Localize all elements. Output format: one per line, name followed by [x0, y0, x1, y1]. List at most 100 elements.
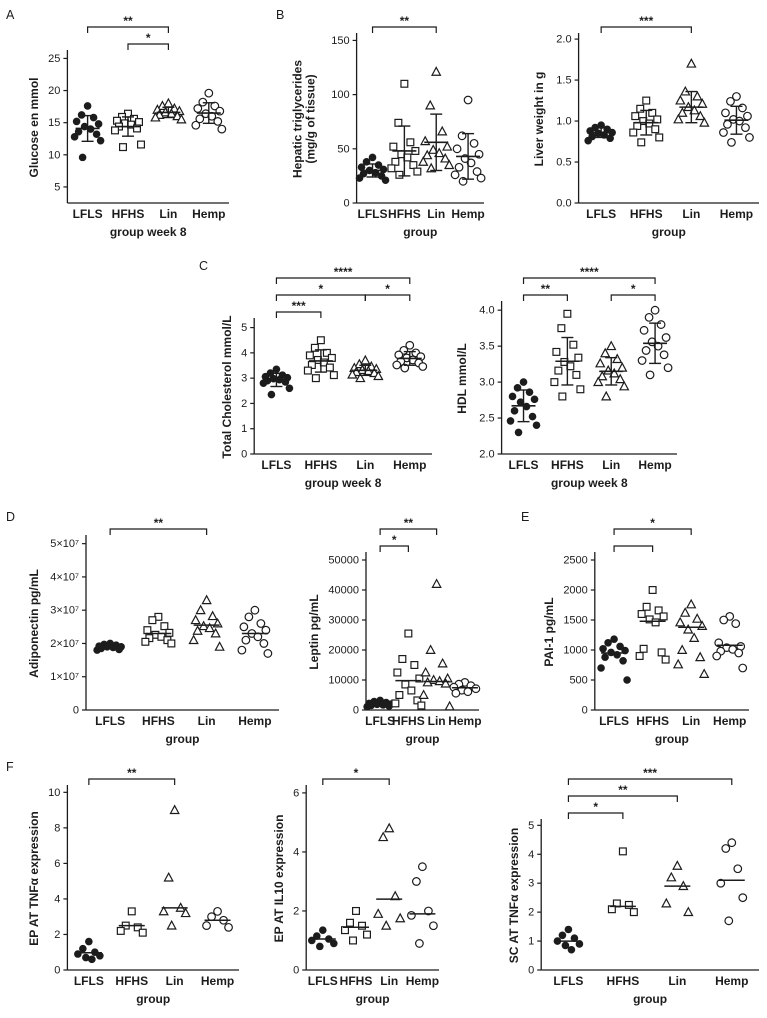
point-open-square — [554, 366, 563, 375]
svg-text:LFLS: LFLS — [74, 974, 104, 988]
point-open-square — [629, 128, 638, 137]
significance-bracket — [522, 294, 568, 301]
point-open-square — [133, 923, 142, 932]
scatter-plot-liver-weight: 0.0 0.5 1.0 1.5 2.0 Liver weight in g LFLS HFHS… — [532, 14, 759, 239]
point-filled-circle — [570, 934, 579, 942]
significance-bracket — [275, 277, 411, 284]
svg-text:HFHS: HFHS — [630, 207, 663, 221]
svg-text:3: 3 — [528, 878, 534, 890]
chart-ep-at-il10: 0 2 4 6 EP AT IL10 expression LFLS HFHS Lin Hemp… — [267, 760, 447, 1010]
point-open-square — [629, 908, 638, 917]
point-open-circle — [734, 648, 744, 658]
point-filled-circle — [564, 925, 573, 934]
svg-text:Hemp: Hemp — [406, 974, 439, 988]
svg-text:0: 0 — [241, 449, 247, 461]
point-open-triangle — [372, 908, 384, 918]
point-open-triangle — [422, 149, 433, 160]
point-open-square — [148, 616, 157, 625]
point-open-square — [642, 602, 651, 611]
point-open-square — [134, 118, 143, 127]
point-open-square — [393, 668, 402, 677]
point-open-square — [417, 701, 426, 710]
panel-D: D 0 1×10⁷ 2×10⁷ 3×10⁷ 4×10⁷ 5×10⁷ Adiponectin … — [6, 510, 487, 750]
svg-text:3×10⁷: 3×10⁷ — [50, 605, 79, 617]
point-open-circle — [224, 922, 233, 932]
svg-text:3: 3 — [241, 373, 247, 385]
point-open-circle — [653, 341, 663, 351]
chart-leptin: 0 10000 20000 30000 40000 50000 Leptin pg/mL LF… — [302, 510, 487, 750]
svg-text:Lin: Lin — [602, 458, 620, 472]
point-open-circle — [400, 363, 410, 373]
svg-text:Hemp: Hemp — [393, 458, 426, 472]
panel-label-A: A — [6, 8, 15, 22]
point-open-square — [110, 126, 119, 135]
point-open-circle — [644, 312, 654, 322]
figure-row-2: C 0 1 2 3 4 5 Total Cholesterol mmol/L LFLS HFHS… — [199, 259, 767, 494]
point-filled-circle — [623, 676, 631, 684]
svg-text:EP AT TNFα expression: EP AT TNFα expression — [27, 811, 41, 946]
svg-text:0.0: 0.0 — [556, 198, 571, 210]
point-open-square — [136, 140, 145, 149]
point-open-square — [406, 138, 415, 147]
point-open-square — [143, 626, 152, 635]
point-open-circle — [745, 133, 754, 142]
point-open-triangle — [180, 907, 191, 918]
significance-stars: *** — [292, 299, 306, 313]
point-open-triangle — [672, 860, 683, 870]
point-open-triangle — [442, 140, 453, 151]
significance-bracket — [379, 528, 438, 535]
point-open-triangle — [207, 610, 218, 621]
svg-text:Hemp: Hemp — [192, 207, 225, 221]
significance-stars: * — [650, 516, 655, 530]
point-open-triangle — [697, 98, 708, 108]
point-open-circle — [661, 333, 671, 342]
svg-text:HFHS: HFHS — [636, 714, 669, 728]
svg-text:Hemp: Hemp — [720, 207, 753, 221]
svg-text:HFHS: HFHS — [340, 974, 373, 988]
panel-label-D: D — [6, 510, 16, 524]
point-open-triangle — [661, 897, 672, 908]
point-open-triangle — [612, 353, 623, 364]
point-open-circle — [727, 137, 736, 147]
point-open-triangle — [176, 113, 187, 124]
point-open-square — [410, 661, 419, 670]
point-filled-circle — [82, 953, 90, 962]
point-open-square — [141, 637, 150, 646]
point-open-square — [642, 96, 651, 105]
significance-bracket — [322, 778, 390, 785]
point-open-circle — [741, 123, 750, 133]
point-open-square — [557, 324, 566, 333]
point-open-square — [659, 612, 668, 621]
point-filled-circle — [619, 657, 627, 665]
point-open-triangle — [597, 370, 608, 381]
svg-text:Hemp: Hemp — [201, 974, 234, 988]
svg-text:2: 2 — [54, 929, 60, 941]
figure-row-4: F 0 2 4 6 8 10 EP AT TNFα expression LFLS HFHS Li… — [6, 760, 767, 1010]
point-open-square — [362, 930, 371, 939]
point-open-circle — [259, 639, 269, 648]
point-filled-circle — [594, 129, 602, 138]
point-open-triangle — [426, 162, 437, 173]
significance-bracket — [109, 528, 208, 535]
point-open-triangle — [440, 152, 451, 163]
point-open-square — [127, 907, 136, 916]
point-open-square — [391, 157, 400, 166]
point-filled-circle — [379, 165, 388, 174]
svg-text:Hemp: Hemp — [238, 714, 271, 728]
svg-text:EP AT IL10 expression: EP AT IL10 expression — [272, 815, 286, 943]
point-filled-circle — [259, 379, 268, 388]
point-open-circle — [738, 663, 748, 673]
point-open-circle — [241, 635, 251, 645]
scatter-plot-hepatic-triglycerides: 0 50 100 150 Hepatic triglycerides(mg/g of t… — [291, 14, 486, 239]
point-open-triangle — [689, 104, 700, 115]
svg-text:1.5: 1.5 — [556, 75, 571, 87]
svg-text:HFHS: HFHS — [112, 207, 145, 221]
svg-text:5: 5 — [241, 322, 247, 334]
svg-text:6: 6 — [293, 787, 299, 799]
point-filled-circle — [319, 926, 327, 934]
point-filled-circle — [94, 120, 103, 128]
point-open-square — [648, 585, 657, 594]
svg-text:LFLS: LFLS — [365, 714, 395, 728]
point-open-circle — [418, 362, 428, 371]
point-open-triangle — [437, 125, 448, 136]
